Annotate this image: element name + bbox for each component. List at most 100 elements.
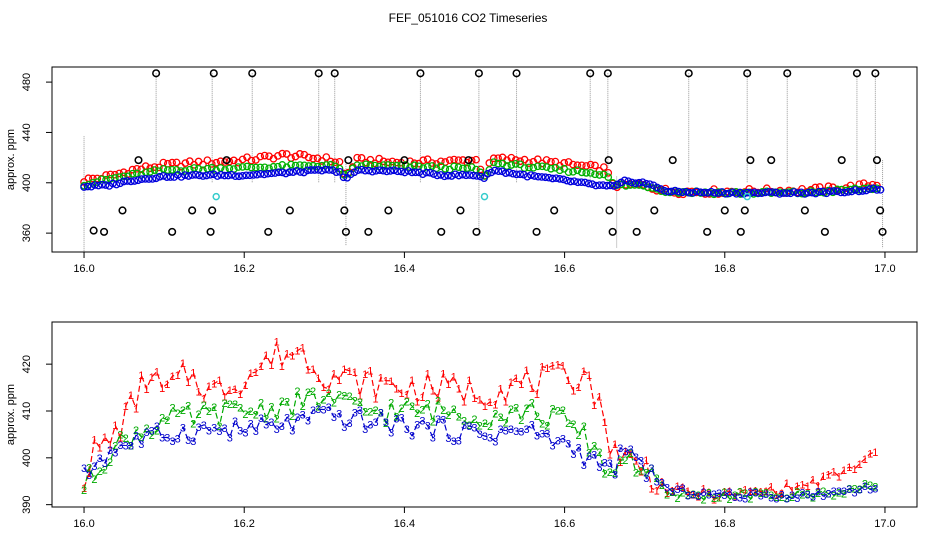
x-tick-label-top: 16.2 xyxy=(234,263,255,275)
blue-point xyxy=(559,175,568,184)
blue-point xyxy=(87,182,96,191)
series-marker-2: 2 xyxy=(237,402,243,414)
series-marker-1: 1 xyxy=(331,369,337,381)
cyan-point xyxy=(212,192,220,201)
series-marker-3: 3 xyxy=(320,404,326,416)
blue-point xyxy=(581,178,589,187)
series-marker-2: 2 xyxy=(638,466,644,478)
series-marker-3: 3 xyxy=(799,487,805,499)
series-marker-1: 1 xyxy=(378,372,384,384)
outlier-point xyxy=(586,69,595,78)
series-marker-1: 1 xyxy=(175,370,181,382)
red-point xyxy=(260,151,269,160)
series-marker-1: 1 xyxy=(570,385,576,397)
series-marker-3: 3 xyxy=(263,420,269,432)
series-marker-1: 1 xyxy=(107,439,113,451)
red-point xyxy=(296,150,304,158)
green-point xyxy=(595,171,604,179)
series-marker-1: 1 xyxy=(263,350,269,362)
series-marker-1: 1 xyxy=(399,388,405,400)
blue-point xyxy=(847,187,856,196)
blue-point xyxy=(609,182,618,190)
series-marker-2: 2 xyxy=(341,390,347,402)
series-marker-2: 2 xyxy=(190,419,196,431)
series-marker-3: 3 xyxy=(700,487,706,499)
outlier-point xyxy=(474,69,483,78)
x-tick-label-top: 17.0 xyxy=(874,263,895,275)
blue-point xyxy=(213,172,222,180)
series-marker-3: 3 xyxy=(383,417,389,429)
series-marker-1: 1 xyxy=(872,447,878,459)
series-marker-3: 3 xyxy=(143,427,149,439)
series-marker-3: 3 xyxy=(513,426,519,438)
blue-point xyxy=(714,189,723,197)
red-point xyxy=(238,155,247,164)
series-marker-1: 1 xyxy=(81,483,87,495)
series-marker-2: 2 xyxy=(175,408,181,420)
blue-point xyxy=(112,180,121,189)
blue-point xyxy=(400,168,409,177)
y-tick-label-top: 360 xyxy=(21,224,33,242)
blue-point xyxy=(238,171,247,180)
series-marker-2: 2 xyxy=(773,492,779,504)
series-marker-3: 3 xyxy=(753,488,759,500)
series-marker-3: 3 xyxy=(409,431,415,443)
series-marker-2: 2 xyxy=(367,407,373,419)
series-marker-3: 3 xyxy=(393,414,399,426)
series-marker-2: 2 xyxy=(602,468,608,480)
series-marker-1: 1 xyxy=(227,385,233,397)
green-point xyxy=(291,161,300,170)
series-marker-3: 3 xyxy=(248,419,254,431)
series-marker-2: 2 xyxy=(81,485,87,497)
series-marker-1: 1 xyxy=(102,432,108,444)
series-marker-2: 2 xyxy=(685,490,691,502)
blue-point xyxy=(235,172,243,181)
blue-point xyxy=(296,168,305,176)
blue-point xyxy=(148,175,157,183)
series-marker-1: 1 xyxy=(560,360,566,372)
series-marker-1: 1 xyxy=(388,376,394,388)
red-point xyxy=(181,159,190,167)
green-point xyxy=(234,163,243,171)
green-point xyxy=(525,163,533,172)
series-marker-2: 2 xyxy=(503,418,509,430)
series-marker-1: 1 xyxy=(367,365,373,377)
series-marker-3: 3 xyxy=(138,439,144,451)
blue-point xyxy=(199,172,207,180)
series-marker-2: 2 xyxy=(544,421,550,433)
blue-point xyxy=(195,171,204,180)
series-marker-1: 1 xyxy=(518,379,524,391)
blue-point xyxy=(408,168,416,177)
series-marker-3: 3 xyxy=(628,444,634,456)
blue-point xyxy=(433,171,442,180)
blue-point xyxy=(325,166,333,174)
spike-lines-top xyxy=(83,73,884,252)
outlier-point xyxy=(206,227,215,236)
series-marker-2: 2 xyxy=(97,466,103,478)
blue-point xyxy=(584,179,593,188)
blue-point xyxy=(336,168,344,176)
outlier-point xyxy=(871,69,880,78)
series-marker-2: 2 xyxy=(373,405,379,417)
red-point xyxy=(221,158,229,166)
blue-point xyxy=(274,168,283,177)
series-marker-2: 2 xyxy=(617,455,623,467)
blue-point xyxy=(217,170,225,179)
blue-point xyxy=(685,188,694,197)
red-point xyxy=(507,153,516,162)
series-marker-2: 2 xyxy=(753,486,759,498)
series-marker-2: 2 xyxy=(607,467,613,479)
blue-point xyxy=(372,166,380,175)
series-marker-2: 2 xyxy=(581,421,587,433)
series-marker-1: 1 xyxy=(196,387,202,399)
red-point xyxy=(436,157,445,166)
series-marker-2: 2 xyxy=(128,441,134,453)
series-marker-1: 1 xyxy=(602,417,608,429)
series-marker-2: 2 xyxy=(534,411,540,423)
series-marker-1: 1 xyxy=(268,360,274,372)
series-marker-2: 2 xyxy=(107,457,113,469)
series-marker-1: 1 xyxy=(445,379,451,391)
series-marker-3: 3 xyxy=(435,414,441,426)
series-marker-3: 3 xyxy=(185,435,191,447)
